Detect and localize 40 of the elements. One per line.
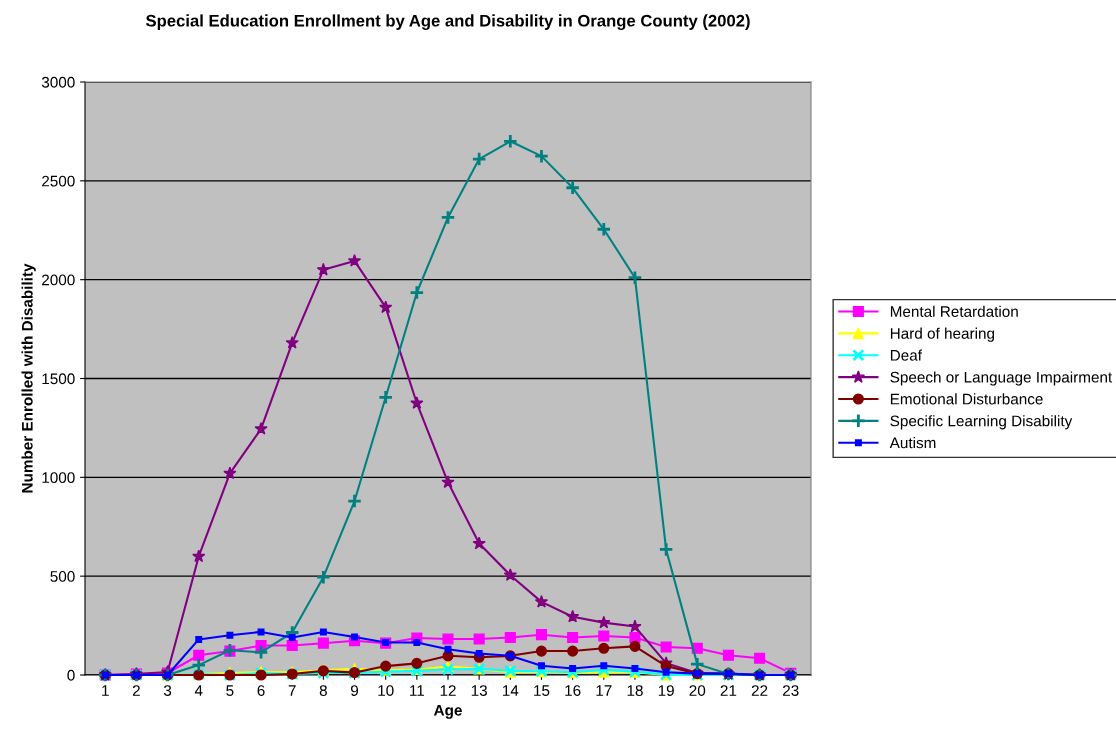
x-axis-title: Age — [433, 705, 462, 719]
y-tick-label: 1500 — [42, 373, 75, 385]
x-tick-label: 23 — [783, 685, 799, 696]
x-tick-label: 7 — [288, 685, 296, 696]
x-tick-label: 20 — [689, 685, 706, 696]
x-tick-label: 12 — [440, 685, 456, 696]
x-tick-label: 2 — [132, 685, 140, 696]
y-tick-label: 2500 — [42, 175, 75, 187]
x-tick-label: 1 — [102, 685, 109, 696]
legend-label: Emotional Disturbance — [890, 393, 1043, 405]
x-tick-label: 11 — [410, 685, 425, 696]
x-tick-label: 3 — [163, 685, 172, 696]
x-tick-label: 18 — [627, 685, 643, 696]
x-tick-label: 16 — [565, 685, 581, 696]
x-tick-label: 9 — [350, 685, 359, 696]
y-tick-label: 500 — [50, 571, 75, 582]
legend-label: Hard of hearing — [890, 327, 995, 342]
chart-title: Special Education Enrollment by Age and Disability in Orange County (2002) — [145, 14, 750, 30]
legend-label: Specific Learning Disability — [890, 415, 1073, 430]
x-tick-label: 15 — [534, 685, 550, 696]
x-tick-label: 21 — [720, 685, 737, 696]
x-tick-label: 13 — [471, 685, 487, 696]
y-axis-title: Number Enrolled with Disability — [21, 263, 36, 493]
x-tick-label: 5 — [226, 685, 234, 696]
legend-label: Mental Retardation — [890, 305, 1018, 317]
x-tick-label: 6 — [257, 685, 265, 696]
y-tick-label: 3000 — [41, 76, 75, 88]
y-tick-label: 0 — [67, 669, 75, 681]
y-tick-label: 1000 — [42, 472, 75, 484]
y-tick-label: 2000 — [42, 274, 75, 286]
x-tick-label: 10 — [378, 685, 394, 696]
legend-label: Deaf — [890, 349, 922, 361]
x-tick-label: 17 — [596, 685, 612, 696]
x-tick-label: 22 — [751, 685, 768, 696]
x-tick-label: 4 — [194, 685, 203, 696]
x-tick-label: 14 — [502, 685, 519, 696]
x-tick-label: 8 — [319, 685, 327, 696]
legend-label: Autism — [889, 437, 936, 449]
legend-label: Speech or Language Impairment — [890, 371, 1113, 386]
x-tick-label: 19 — [658, 685, 674, 696]
